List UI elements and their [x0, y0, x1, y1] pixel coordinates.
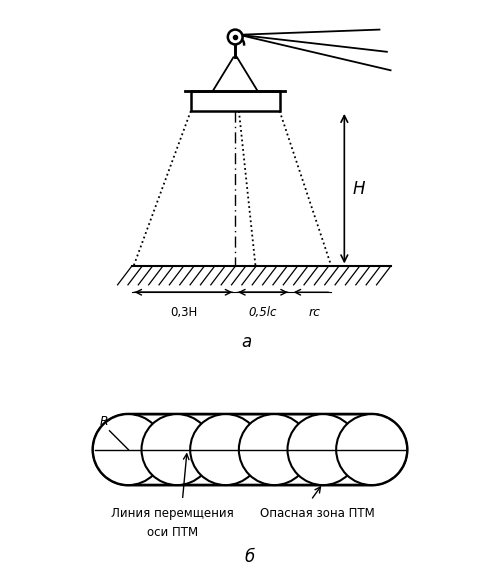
Text: 0,3H: 0,3H [170, 306, 197, 319]
Text: a: a [241, 334, 252, 351]
Text: rс: rс [308, 306, 320, 319]
Text: оси ПТМ: оси ПТМ [146, 525, 198, 539]
Circle shape [93, 414, 164, 485]
Circle shape [336, 414, 407, 485]
Bar [191, 91, 280, 111]
Text: б: б [245, 548, 255, 566]
Circle shape [228, 29, 242, 45]
Circle shape [190, 414, 261, 485]
Text: H: H [352, 180, 365, 198]
Text: 0,5lс: 0,5lс [248, 306, 277, 319]
Text: Опасная зона ПТМ: Опасная зона ПТМ [260, 507, 375, 520]
Polygon shape [93, 414, 407, 485]
Circle shape [288, 414, 358, 485]
Circle shape [239, 414, 310, 485]
Text: R: R [99, 415, 108, 428]
Text: Линия перемщения: Линия перемщения [111, 507, 234, 520]
Circle shape [142, 414, 212, 485]
